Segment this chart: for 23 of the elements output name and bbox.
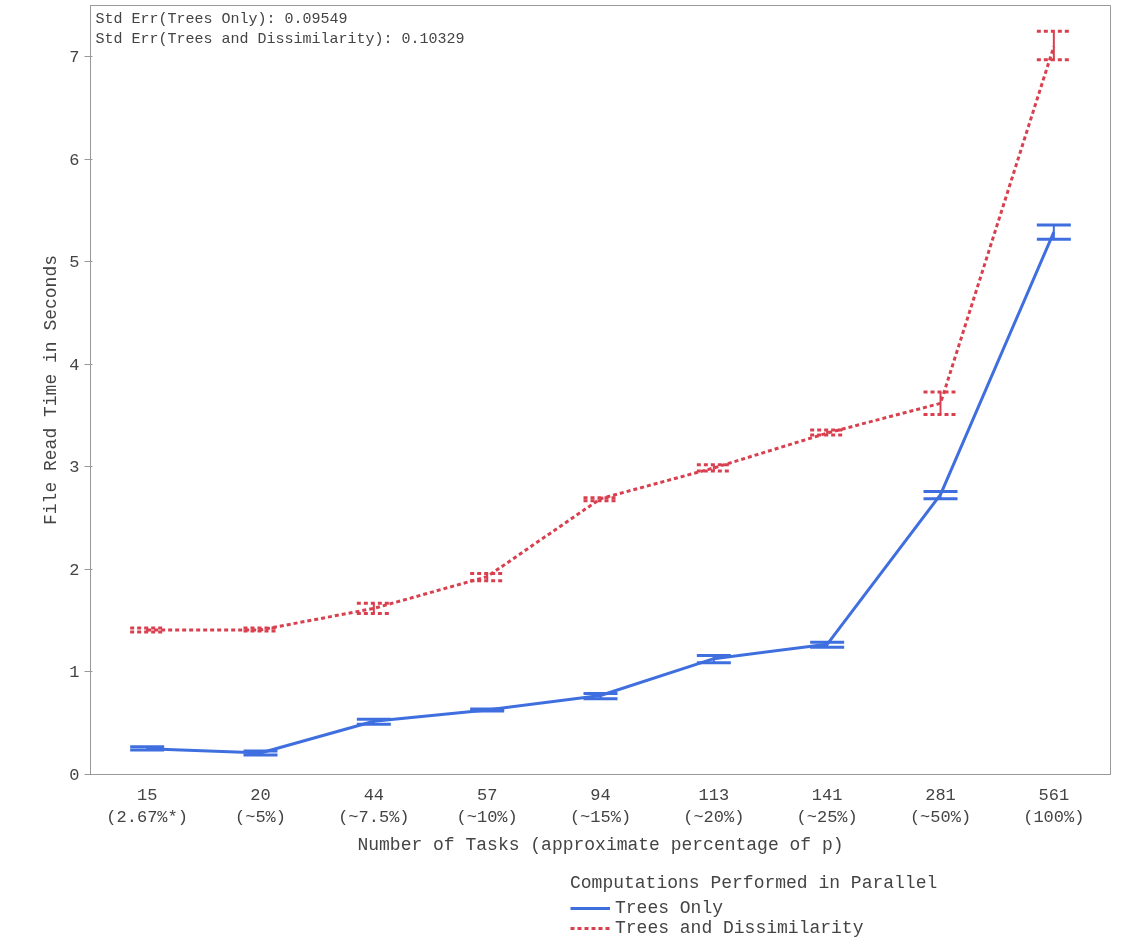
y-tick-label: 1	[69, 663, 80, 683]
legend-title: Computations Performed in Parallel	[570, 873, 938, 893]
legend-label: Trees and Dissimilarity	[615, 918, 864, 938]
x-tick-label: 141 (~25%)	[796, 785, 858, 828]
x-tick-label: 94 (~15%)	[569, 785, 632, 828]
y-tick-label: 4	[69, 355, 80, 375]
y-tick-label: 0	[69, 766, 80, 785]
legend-label: Trees Only	[615, 898, 724, 918]
y-tick-label: 7	[69, 48, 80, 68]
y-axis-title: File Read Time in Seconds	[41, 254, 62, 526]
y-tick-label: 3	[69, 458, 80, 478]
y-tick-label: 6	[69, 150, 80, 170]
x-tick-label: 20 (~5%)	[235, 785, 287, 828]
x-tick-label: 44 (~7.5%)	[338, 785, 410, 828]
y-tick-label: 5	[69, 253, 80, 273]
annotation: Std Err(Trees Only): 0.09549 Std Err(Trees and Dissimilarity): 0.10329	[95, 10, 465, 48]
x-tick-label: 561 (100%)	[1023, 785, 1085, 828]
x-axis-title: Number of Tasks (approximate percentage of p)	[357, 835, 844, 856]
x-tick-label: 281 (~50%)	[909, 785, 972, 828]
x-tick-label: 113 (~20%)	[683, 785, 745, 828]
x-tick-label: 57 (~10%)	[456, 785, 518, 828]
y-tick-label: 2	[69, 560, 80, 580]
x-tick-label: 15 (2.67%*)	[106, 785, 188, 828]
